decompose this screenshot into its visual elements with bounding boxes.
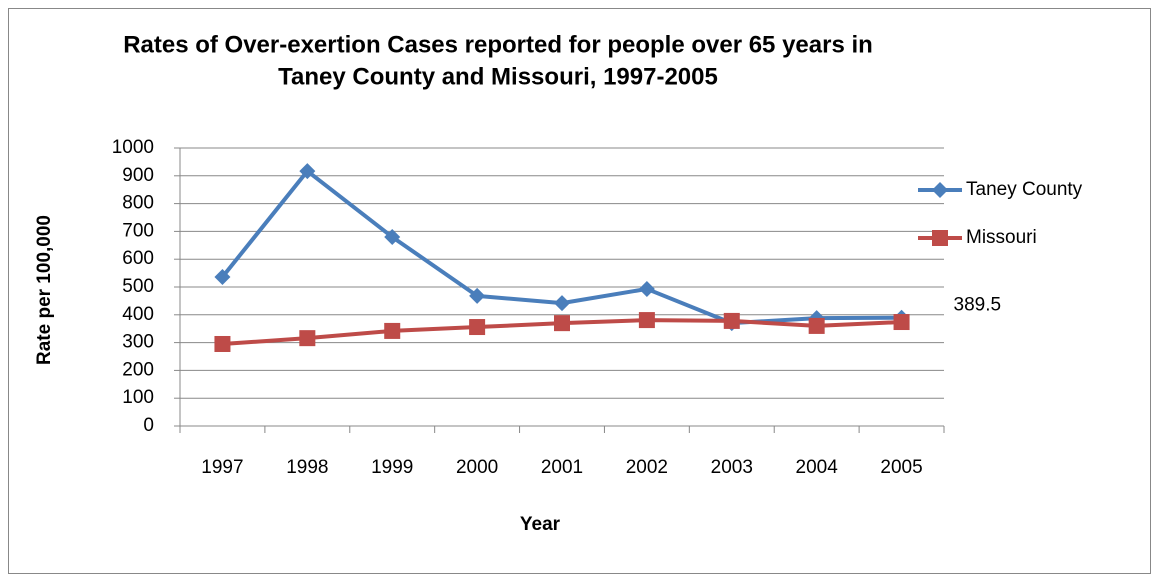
data-point bbox=[469, 319, 486, 336]
legend-label: Taney County bbox=[966, 179, 1083, 200]
data-label: 389.5 bbox=[954, 295, 1002, 316]
data-point bbox=[214, 268, 231, 285]
x-tick-label: 2003 bbox=[711, 457, 753, 478]
y-tick-label: 200 bbox=[122, 359, 154, 380]
data-point bbox=[299, 163, 316, 180]
y-tick-label: 300 bbox=[122, 332, 154, 353]
y-tick-label: 1000 bbox=[112, 137, 154, 158]
data-point bbox=[384, 228, 401, 245]
data-point bbox=[554, 295, 570, 312]
y-tick-label: 0 bbox=[143, 415, 154, 436]
legend-marker bbox=[932, 230, 948, 246]
data-point bbox=[723, 312, 740, 329]
x-tick-label: 1998 bbox=[286, 457, 328, 478]
data-point bbox=[638, 280, 655, 297]
data-point bbox=[893, 314, 910, 331]
y-tick-label: 700 bbox=[122, 220, 154, 241]
data-point bbox=[638, 312, 655, 329]
data-point bbox=[808, 317, 825, 334]
data-point bbox=[554, 315, 570, 332]
legend-label: Missouri bbox=[966, 227, 1037, 248]
y-tick-label: 500 bbox=[122, 276, 154, 297]
data-point bbox=[469, 287, 486, 304]
x-tick-label: 2002 bbox=[626, 457, 668, 478]
x-tick-label: 1999 bbox=[371, 457, 413, 478]
legend-marker bbox=[932, 182, 948, 198]
x-tick-label: 2004 bbox=[796, 457, 839, 478]
y-tick-label: 600 bbox=[122, 248, 154, 269]
data-point bbox=[384, 322, 401, 339]
x-tick-label: 2005 bbox=[880, 457, 922, 478]
chart-border bbox=[8, 8, 1151, 574]
data-point bbox=[214, 335, 231, 352]
y-tick-label: 800 bbox=[122, 193, 154, 214]
chart-title: Rates of Over-exertion Cases reported fo… bbox=[123, 31, 873, 58]
x-tick-label: 2001 bbox=[541, 457, 583, 478]
y-tick-label: 900 bbox=[122, 165, 154, 186]
chart-title: Taney County and Missouri, 1997-2005 bbox=[278, 63, 718, 90]
y-axis-label: Rate per 100,000 bbox=[34, 215, 55, 365]
x-tick-label: 2000 bbox=[456, 457, 498, 478]
data-point bbox=[299, 330, 316, 347]
y-tick-label: 100 bbox=[122, 387, 154, 408]
x-tick-label: 1997 bbox=[201, 457, 243, 478]
y-tick-label: 400 bbox=[122, 304, 154, 325]
x-axis-label: Year bbox=[520, 514, 561, 535]
